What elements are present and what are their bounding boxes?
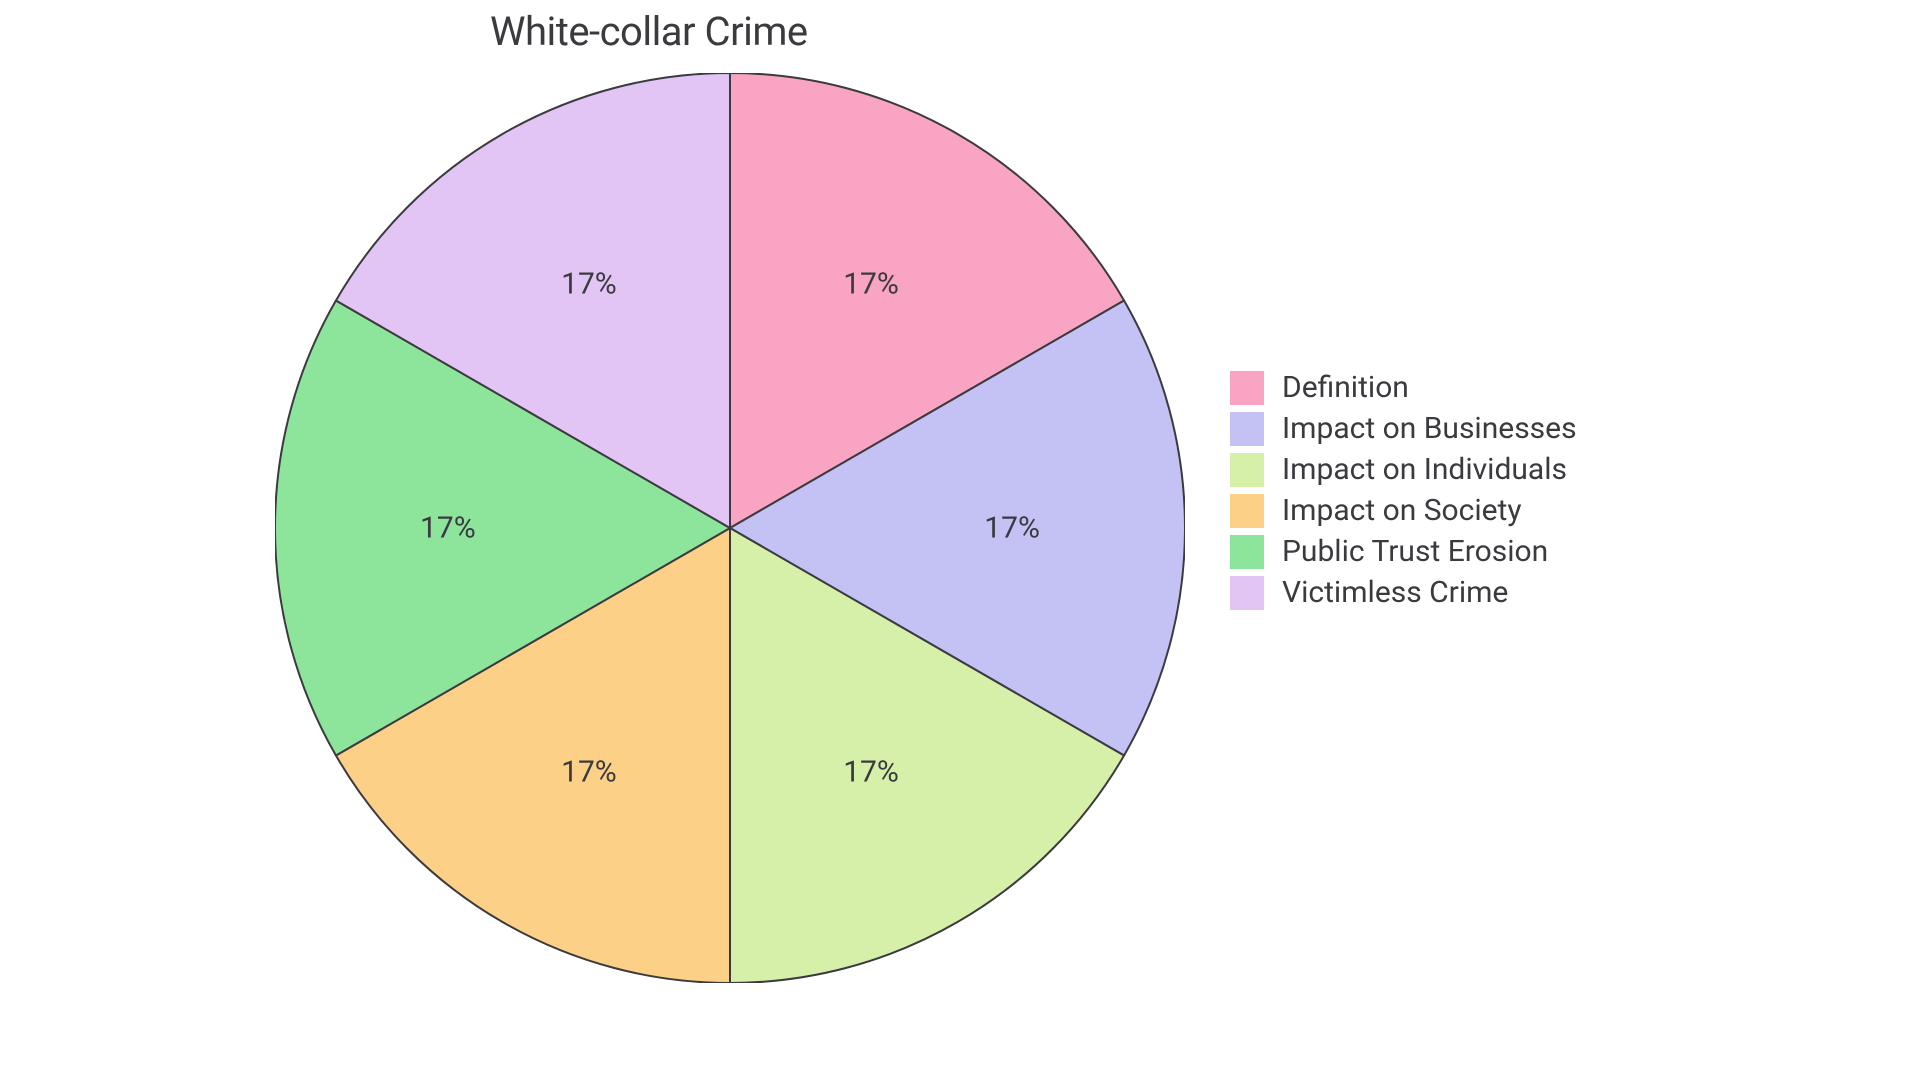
legend-item: Impact on Society xyxy=(1230,493,1577,528)
legend-label: Impact on Society xyxy=(1282,493,1522,528)
legend-label: Impact on Businesses xyxy=(1282,411,1577,446)
pie-svg xyxy=(275,73,1185,983)
chart-stage: White-collar Crime 17% 17% 17% 17% 17% 17% De… xyxy=(0,0,1920,1080)
legend-label: Victimless Crime xyxy=(1282,575,1508,610)
legend: Definition Impact on Businesses Impact on … xyxy=(1230,370,1577,610)
legend-label: Impact on Individuals xyxy=(1282,452,1567,487)
pie-chart: 17% 17% 17% 17% 17% 17% xyxy=(275,73,1185,983)
legend-swatch xyxy=(1230,494,1264,528)
slice-pct-label: 17% xyxy=(561,266,617,301)
legend-item: Impact on Businesses xyxy=(1230,411,1577,446)
slice-pct-label: 17% xyxy=(420,511,476,546)
legend-swatch xyxy=(1230,576,1264,610)
slice-pct-label: 17% xyxy=(843,755,899,790)
legend-swatch xyxy=(1230,535,1264,569)
chart-title: White-collar Crime xyxy=(490,8,808,55)
legend-label: Public Trust Erosion xyxy=(1282,534,1548,569)
legend-item: Victimless Crime xyxy=(1230,575,1577,610)
legend-item: Public Trust Erosion xyxy=(1230,534,1577,569)
slice-pct-label: 17% xyxy=(984,511,1040,546)
legend-swatch xyxy=(1230,412,1264,446)
legend-swatch xyxy=(1230,453,1264,487)
legend-swatch xyxy=(1230,371,1264,405)
legend-item: Definition xyxy=(1230,370,1577,405)
slice-pct-label: 17% xyxy=(561,755,617,790)
slice-pct-label: 17% xyxy=(843,266,899,301)
legend-item: Impact on Individuals xyxy=(1230,452,1577,487)
legend-label: Definition xyxy=(1282,370,1409,405)
